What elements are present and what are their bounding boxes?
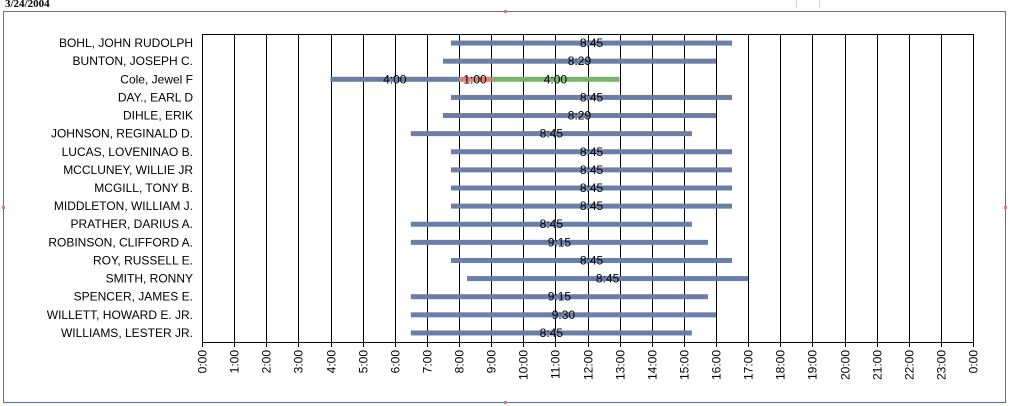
- x-tick-label: 3:00: [292, 350, 306, 374]
- x-tick-label: 21:00: [871, 350, 885, 380]
- shift-bar[interactable]: [450, 185, 733, 191]
- x-tick-label: 15:00: [678, 350, 692, 380]
- employee-name: PRATHER, DARIUS A.: [71, 217, 193, 231]
- x-tick-label: 8:00: [453, 350, 467, 374]
- x-tick-label: 1:00: [228, 350, 242, 374]
- shift-bar[interactable]: [450, 94, 733, 100]
- x-tick-label: 7:00: [421, 350, 435, 374]
- x-tick-label: 19:00: [806, 350, 820, 380]
- duration-label: 8:45: [580, 181, 604, 195]
- shift-bar[interactable]: [459, 76, 492, 82]
- x-tick-label: 6:00: [389, 350, 403, 374]
- x-tick-label: 2:00: [260, 350, 274, 374]
- employee-name: SMITH, RONNY: [106, 272, 193, 286]
- employee-name: DIHLE, ERIK: [123, 109, 193, 123]
- x-tick-label: 14:00: [646, 350, 660, 380]
- x-tick-label: 10:00: [517, 350, 531, 380]
- shift-bar[interactable]: [410, 131, 692, 137]
- x-tick-label: 22:00: [903, 350, 917, 380]
- x-tick-label: 0:00: [967, 350, 981, 374]
- duration-label: 9:15: [548, 290, 572, 304]
- duration-label: 8:45: [580, 163, 604, 177]
- shift-bar[interactable]: [410, 294, 708, 300]
- x-tick-label: 12:00: [582, 350, 596, 380]
- employee-name: LUCAS, LOVENINAO B.: [62, 145, 193, 159]
- shift-bar[interactable]: [442, 113, 716, 119]
- duration-label: 4:00: [544, 72, 568, 86]
- duration-label: 8:45: [580, 145, 604, 159]
- x-tick-label: 5:00: [357, 350, 371, 374]
- x-tick-label: 16:00: [710, 350, 724, 380]
- duration-label: 1:00: [463, 72, 487, 86]
- duration-label: 8:45: [580, 90, 604, 104]
- employee-name: ROY, RUSSELL E.: [93, 253, 193, 267]
- duration-label: 8:45: [540, 217, 564, 231]
- employee-name: MIDDLETON, WILLIAM J.: [54, 199, 193, 213]
- duration-label: 8:45: [540, 127, 564, 141]
- shift-bar[interactable]: [450, 40, 733, 46]
- employee-name: BUNTON, JOSEPH C.: [73, 54, 193, 68]
- duration-label: 8:29: [568, 54, 592, 68]
- resize-handle-right[interactable]: [1004, 206, 1007, 209]
- employee-name: DAY., EARL D: [118, 90, 193, 104]
- duration-label: 8:29: [568, 109, 592, 123]
- x-tick-label: 18:00: [774, 350, 788, 380]
- shift-bar[interactable]: [410, 221, 692, 227]
- resize-handle-top[interactable]: [504, 10, 507, 13]
- x-tick-label: 9:00: [485, 350, 499, 374]
- x-tick-label: 0:00: [196, 350, 210, 374]
- shift-bar[interactable]: [450, 149, 733, 155]
- scrollbar-stub[interactable]: [796, 0, 820, 8]
- shift-bar[interactable]: [410, 239, 708, 245]
- shift-bar[interactable]: [442, 58, 716, 64]
- duration-label: 9:15: [548, 235, 572, 249]
- duration-label: 9:30: [552, 308, 576, 322]
- duration-label: 8:45: [540, 326, 564, 340]
- report-date: 3/24/2004: [5, 0, 50, 10]
- duration-label: 8:45: [580, 199, 604, 213]
- shift-bar[interactable]: [467, 276, 749, 282]
- shift-bar[interactable]: [330, 76, 460, 82]
- employee-name: MCCLUNEY, WILLIE JR: [63, 163, 193, 177]
- employee-name: WILLETT, HOWARD E. JR.: [47, 308, 193, 322]
- resize-handle-left[interactable]: [2, 206, 5, 209]
- employee-name: BOHL, JOHN RUDOLPH: [59, 36, 193, 50]
- x-tick-label: 17:00: [742, 350, 756, 380]
- employee-name: MCGILL, TONY B.: [94, 181, 193, 195]
- duration-label: 8:45: [596, 272, 620, 286]
- x-tick-label: 23:00: [935, 350, 949, 380]
- shift-bar[interactable]: [450, 257, 733, 263]
- resize-handle-bottom[interactable]: [504, 401, 507, 404]
- x-tick-label: 13:00: [614, 350, 628, 380]
- employee-name: ROBINSON, CLIFFORD A.: [48, 235, 193, 249]
- duration-label: 8:45: [580, 253, 604, 267]
- shift-bar[interactable]: [491, 76, 620, 82]
- employee-name: Cole, Jewel F: [120, 72, 193, 86]
- employee-name: JOHNSON, REGINALD D.: [51, 127, 193, 141]
- x-tick-label: 11:00: [549, 350, 563, 379]
- shift-bar[interactable]: [410, 330, 692, 336]
- employee-name: WILLIAMS, LESTER JR.: [61, 326, 193, 340]
- duration-label: 4:00: [383, 72, 407, 86]
- x-tick-label: 4:00: [325, 350, 339, 374]
- employee-name: SPENCER, JAMES E.: [74, 290, 193, 304]
- duration-label: 8:45: [580, 36, 604, 50]
- shift-bar[interactable]: [450, 167, 733, 173]
- shift-bar[interactable]: [450, 203, 733, 209]
- x-tick-label: 20:00: [839, 350, 853, 380]
- shift-bar[interactable]: [410, 312, 716, 318]
